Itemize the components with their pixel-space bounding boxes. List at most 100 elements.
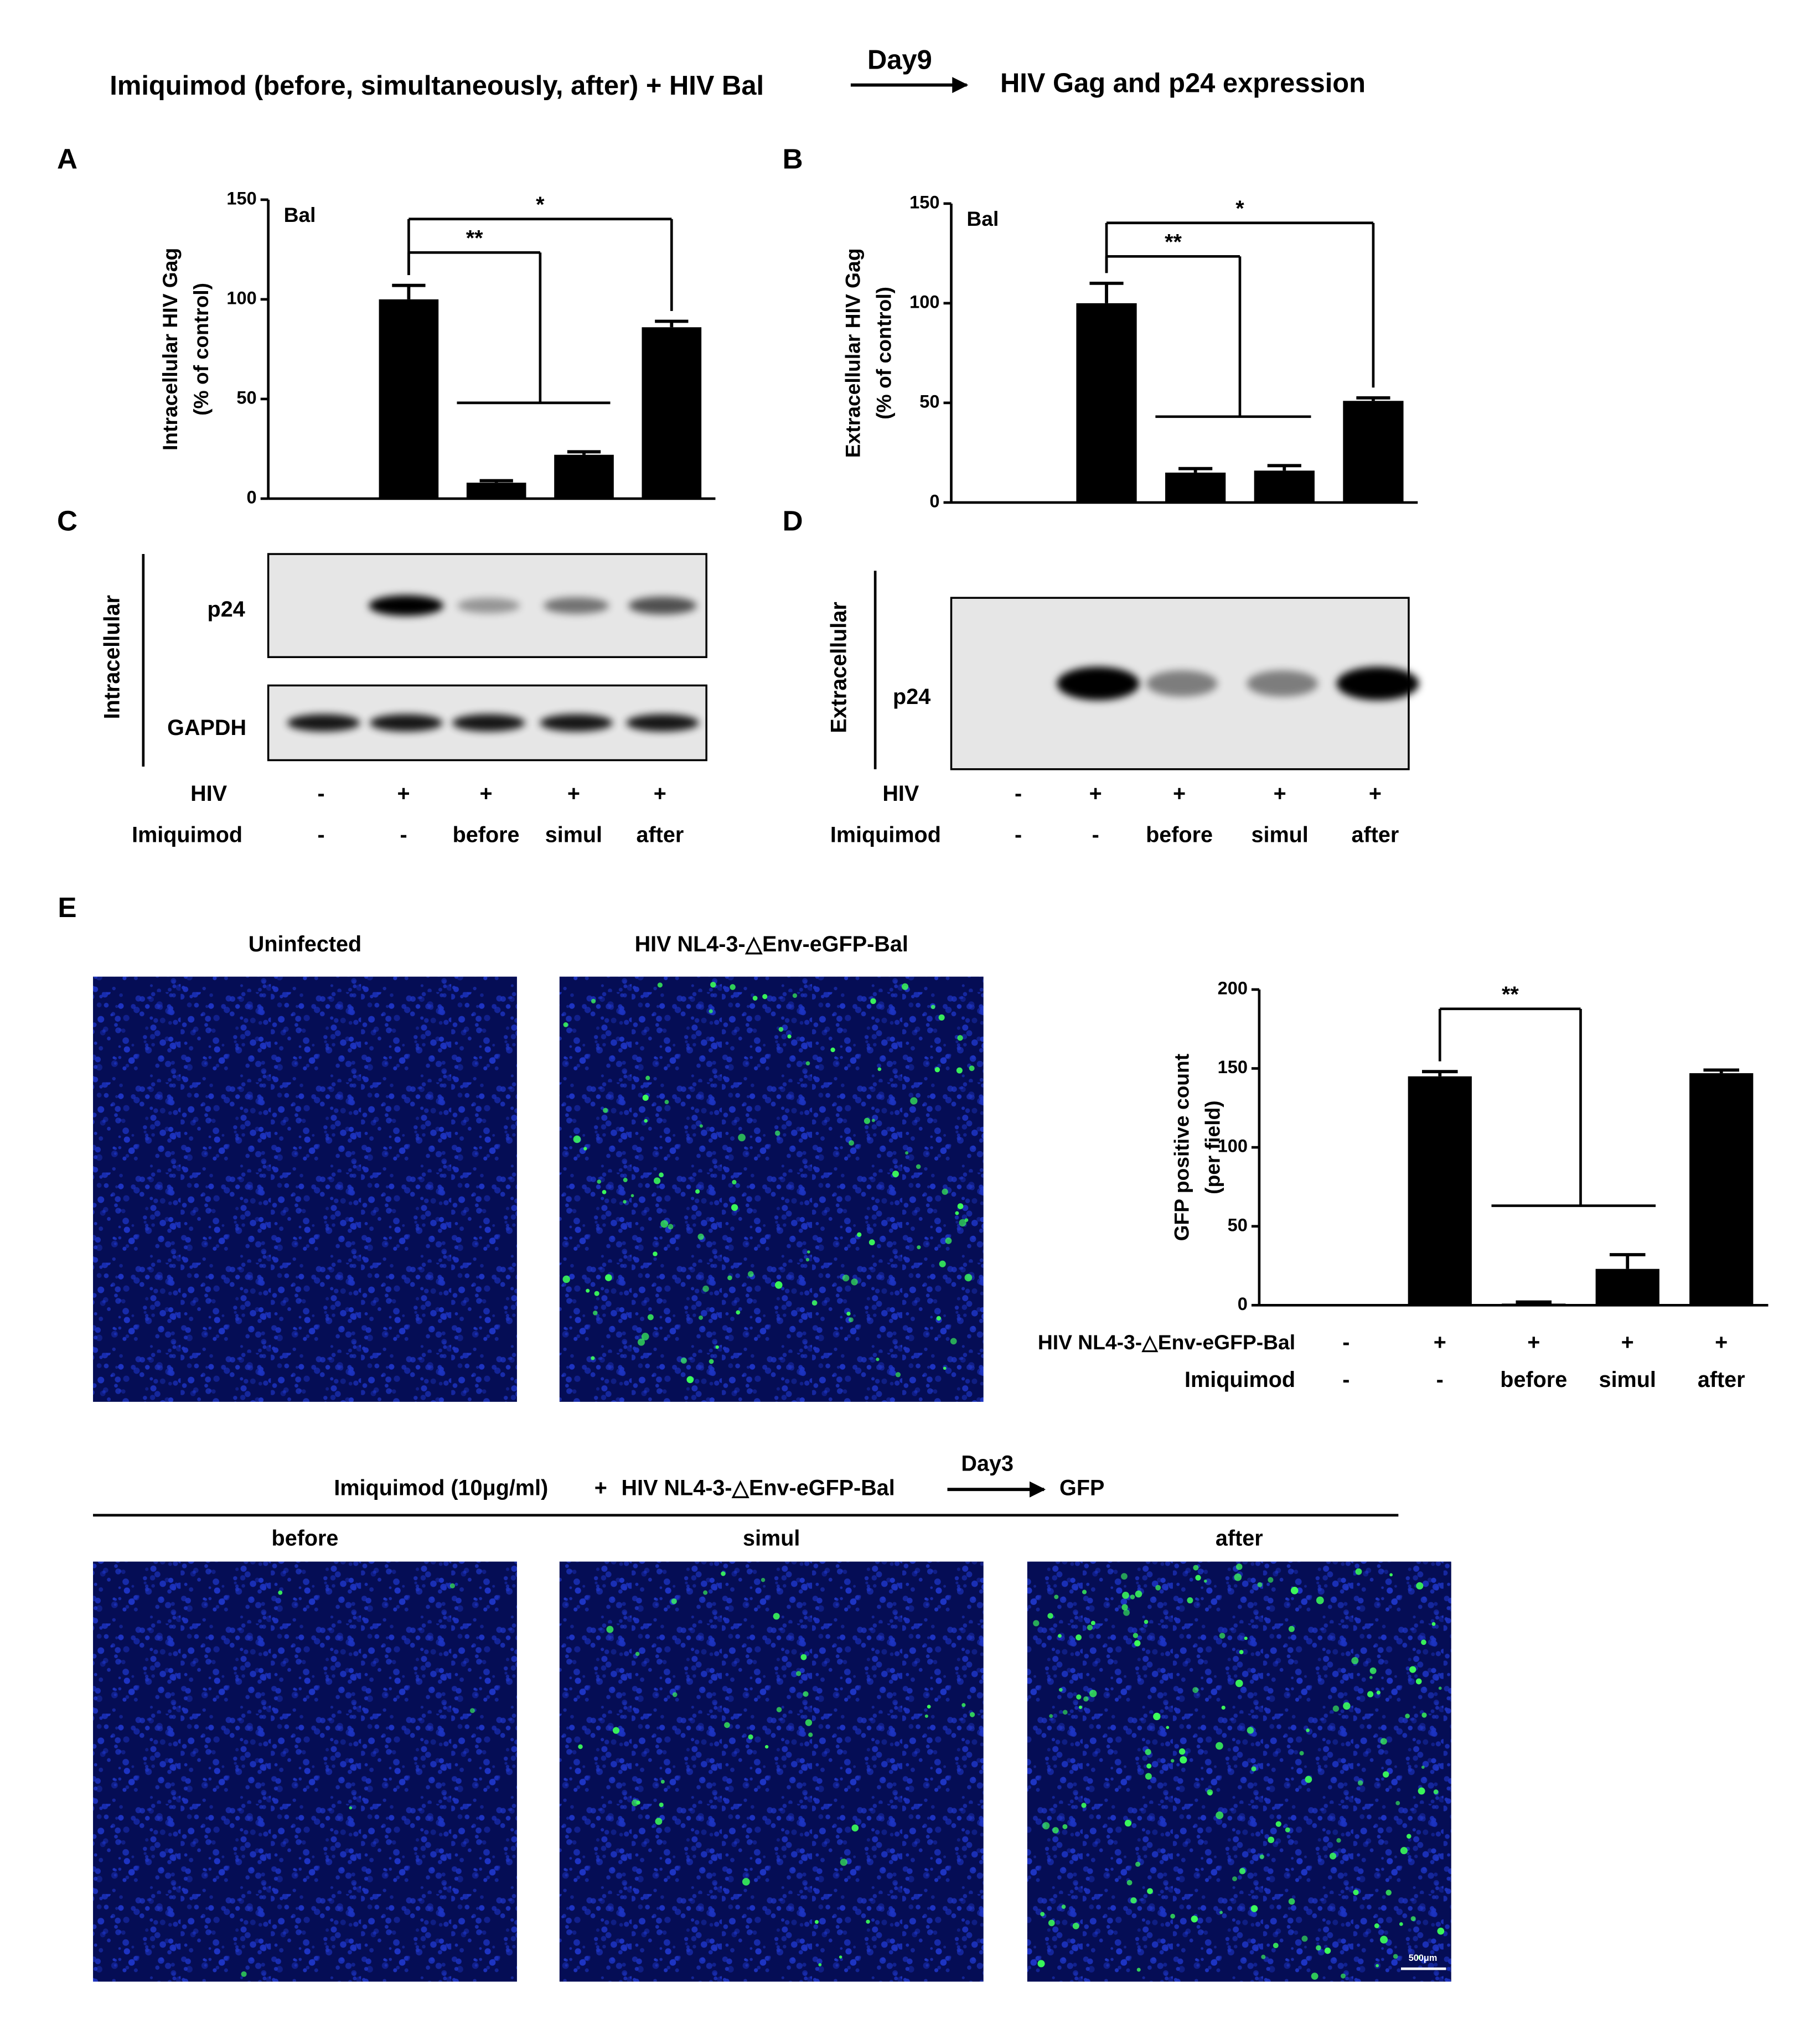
gfp-cell bbox=[1145, 1773, 1152, 1780]
gfp-cell bbox=[805, 1061, 810, 1066]
bar bbox=[1076, 303, 1137, 503]
gfp-cell bbox=[583, 1147, 587, 1151]
image-title: HIV NL4-3-△Env-eGFP-Bal bbox=[635, 932, 908, 956]
gfp-cell bbox=[1146, 1763, 1152, 1769]
gfp-cell bbox=[612, 1727, 620, 1734]
bar bbox=[1165, 472, 1226, 503]
gfp-cell bbox=[659, 1172, 664, 1178]
gfp-cell bbox=[637, 1338, 645, 1346]
gfp-cell bbox=[709, 1359, 714, 1364]
gfp-cell bbox=[738, 1133, 746, 1142]
gfp-cell bbox=[866, 1919, 870, 1924]
gfp-cell bbox=[1133, 1633, 1139, 1638]
gfp-cell bbox=[1136, 1968, 1141, 1972]
gfp-cell bbox=[1395, 1801, 1400, 1805]
gfp-cell bbox=[936, 1316, 942, 1321]
gfp-cell bbox=[623, 1200, 627, 1204]
gfp-cell bbox=[1357, 1780, 1363, 1786]
gfp-cell bbox=[731, 1204, 738, 1211]
image-title: Uninfected bbox=[249, 932, 361, 956]
gfp-cell bbox=[659, 1802, 664, 1808]
condition-value: + bbox=[480, 781, 493, 806]
gfp-cell bbox=[1257, 1582, 1263, 1587]
gfp-cell bbox=[1121, 1604, 1128, 1611]
gfp-cell bbox=[736, 1310, 741, 1315]
condition-value: before bbox=[453, 822, 520, 847]
gfp-cell bbox=[1062, 1824, 1068, 1830]
gfp-cell bbox=[1301, 1935, 1308, 1942]
gfp-cell bbox=[1393, 1954, 1398, 1959]
gfp-cell bbox=[849, 1140, 855, 1146]
gfp-cell bbox=[830, 1047, 835, 1053]
gfp-cell bbox=[964, 1218, 969, 1222]
gfp-cell bbox=[605, 1274, 612, 1281]
y-axis-label: Extracellular HIV Gag bbox=[841, 249, 865, 458]
gfp-cell bbox=[730, 984, 736, 990]
gfp-cell bbox=[1134, 1640, 1141, 1647]
gfp-cell bbox=[657, 982, 663, 988]
gfp-cell bbox=[660, 1220, 669, 1228]
gfp-cell bbox=[1399, 1922, 1403, 1926]
gfp-cell bbox=[808, 1732, 813, 1737]
gfp-cell bbox=[642, 1094, 649, 1101]
gfp-cell bbox=[1340, 1973, 1346, 1979]
gfp-cell bbox=[668, 1224, 674, 1230]
gfp-cell bbox=[1311, 1973, 1319, 1980]
header-arrow-label: Day9 bbox=[867, 45, 932, 75]
gfp-cell bbox=[742, 1878, 750, 1886]
y-axis-label: GFP positive count bbox=[1170, 1054, 1193, 1241]
gfp-cell bbox=[1058, 1634, 1062, 1638]
condition-value: + bbox=[1434, 1331, 1446, 1355]
gfp-cell bbox=[1216, 1742, 1223, 1750]
gfp-cell bbox=[1400, 1847, 1408, 1855]
gfp-cell bbox=[1299, 1751, 1304, 1756]
gfp-cell bbox=[1410, 1916, 1416, 1922]
significance-label: ** bbox=[1502, 982, 1519, 1007]
gfp-cell bbox=[1285, 1827, 1290, 1832]
image-title: before bbox=[272, 1526, 339, 1550]
gfp-cell bbox=[1380, 1738, 1387, 1745]
gfp-cell bbox=[1437, 1927, 1445, 1935]
gfp-cell bbox=[839, 1955, 842, 1959]
gfp-cell bbox=[774, 1281, 783, 1289]
gfp-cell bbox=[1431, 1622, 1436, 1626]
gfp-cell bbox=[1078, 1705, 1082, 1709]
gfp-cell bbox=[895, 1372, 901, 1378]
gfp-cell bbox=[1062, 1710, 1068, 1715]
y-tick-label: 0 bbox=[1238, 1293, 1248, 1314]
gfp-cell bbox=[721, 1571, 726, 1576]
gfp-cell bbox=[1343, 1702, 1351, 1710]
significance-label: * bbox=[536, 193, 545, 217]
condition-value: after bbox=[1352, 822, 1399, 847]
gfp-cell bbox=[573, 1135, 581, 1143]
gfp-cell bbox=[1316, 1945, 1321, 1951]
gfp-cell bbox=[586, 1288, 590, 1293]
bar bbox=[466, 483, 526, 499]
gfp-cell bbox=[950, 1338, 957, 1345]
gfp-cell bbox=[1275, 1821, 1281, 1827]
panel-label: E bbox=[58, 892, 76, 923]
bar bbox=[1689, 1073, 1754, 1306]
y-tick-label: 150 bbox=[226, 188, 256, 208]
gfp-cell bbox=[849, 1317, 854, 1323]
gfp-cell bbox=[623, 1178, 628, 1183]
condition-value: simul bbox=[545, 822, 602, 847]
panel-label: D bbox=[783, 505, 803, 537]
gfp-cell bbox=[857, 1232, 862, 1238]
gfp-cell bbox=[762, 994, 768, 1000]
condition-value: + bbox=[1621, 1331, 1634, 1355]
gfp-cell bbox=[727, 1275, 732, 1281]
y-axis-label: Intracellular HIV Gag bbox=[158, 248, 182, 451]
gfp-cell bbox=[241, 1971, 247, 1977]
gfp-cell bbox=[807, 1250, 810, 1254]
blot-band bbox=[1146, 670, 1218, 697]
gfp-cell bbox=[747, 1271, 754, 1277]
gfp-cell bbox=[1121, 1573, 1128, 1580]
gfp-cell bbox=[1405, 1713, 1410, 1718]
gfp-cell bbox=[1383, 1771, 1389, 1778]
y-axis-label: (% of control) bbox=[872, 287, 896, 420]
gfp-cell bbox=[664, 1100, 669, 1104]
gfp-cell bbox=[796, 1671, 802, 1676]
gfp-cell bbox=[632, 1799, 639, 1806]
gfp-cell bbox=[842, 1274, 850, 1282]
